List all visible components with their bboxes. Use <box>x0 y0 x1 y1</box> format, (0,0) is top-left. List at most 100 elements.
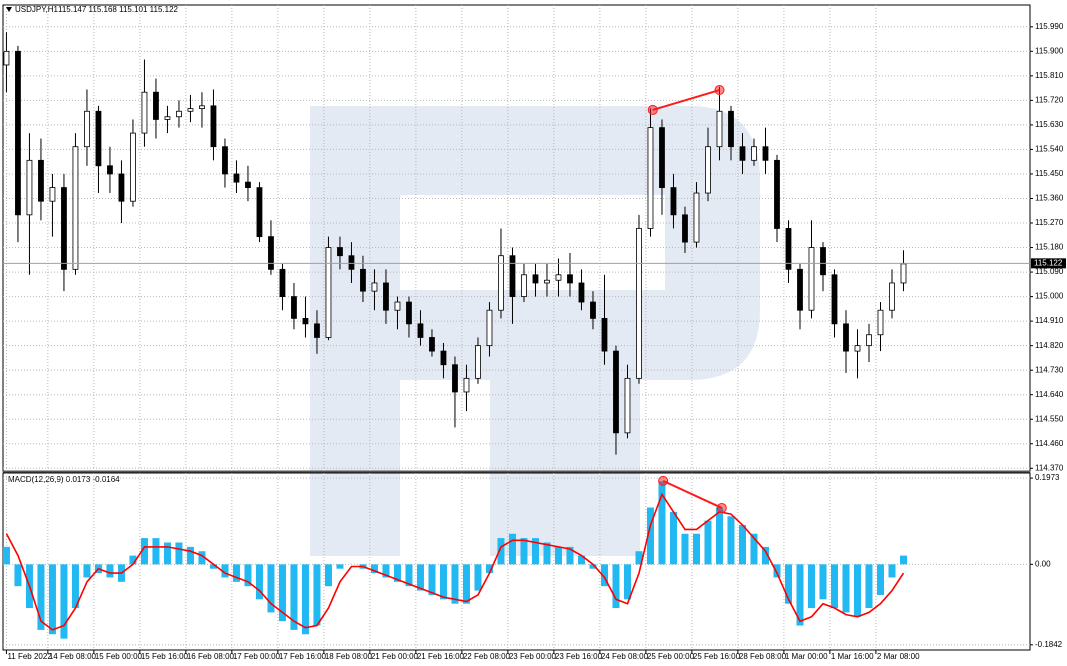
candle-body <box>222 146 228 175</box>
macd-bar <box>290 564 298 630</box>
macd-bar <box>704 520 712 565</box>
ohlc-readout: 115.147 115.168 115.101 115.122 <box>58 5 179 14</box>
macd-bar <box>727 516 735 565</box>
macd-bar <box>508 533 516 565</box>
x-tick-label: 1 Mar 16:00 <box>831 652 874 661</box>
candle-body <box>325 247 332 338</box>
candle-body <box>532 274 539 284</box>
macd-bar <box>313 564 321 626</box>
macd-bar <box>140 538 148 565</box>
macd-bar <box>520 538 528 565</box>
candle-body <box>613 350 619 434</box>
candle-body <box>705 146 711 194</box>
macd-bar <box>554 546 562 565</box>
macd-bar <box>244 564 252 587</box>
candle-body <box>360 268 366 292</box>
candle-body <box>716 110 723 148</box>
x-tick-label: 15 Feb 00:00 <box>95 652 143 661</box>
candle-body <box>693 192 700 243</box>
macd-bar <box>336 564 344 569</box>
macd-bar <box>543 542 551 565</box>
y-tick-label: 115.900 <box>1035 46 1064 55</box>
macd-bar <box>60 564 68 639</box>
macd-bar <box>71 564 79 609</box>
macd-bar <box>324 564 332 587</box>
candle-body <box>383 282 389 311</box>
candle-body <box>141 91 148 134</box>
candle-body <box>762 146 769 161</box>
candle-body <box>521 274 527 297</box>
y-tick-label: -0.1842 <box>1035 640 1063 649</box>
candle-body <box>279 268 286 297</box>
y-tick-label: 115.810 <box>1035 71 1064 80</box>
last-price-label: 115.122 <box>1034 258 1063 267</box>
candle-body <box>302 317 309 325</box>
candle-body <box>452 364 458 393</box>
x-tick-label: 21 Feb 16:00 <box>417 652 465 661</box>
candle-body <box>429 337 435 352</box>
candle-body <box>555 274 562 281</box>
macd-bar <box>209 564 217 569</box>
x-tick-label: 21 Feb 00:00 <box>371 652 419 661</box>
macd-bar <box>842 564 850 613</box>
macd-bar <box>796 564 804 626</box>
candle-body <box>498 255 504 311</box>
x-tick-label: 23 Feb 00:00 <box>509 652 557 661</box>
macd-bar <box>405 564 413 587</box>
y-tick-label: 115.990 <box>1035 22 1064 31</box>
x-tick-label: 16 Feb 08:00 <box>187 652 235 661</box>
candle-body <box>26 159 33 216</box>
candle-body <box>475 345 481 379</box>
x-tick-label: 15 Feb 16:00 <box>141 652 189 661</box>
macd-title: MACD(12,26,9) 0.0173 -0.0164 <box>8 475 120 484</box>
candle-body <box>889 282 895 311</box>
macd-bar <box>221 564 229 578</box>
candle-body <box>866 334 872 347</box>
y-tick-label: 114.460 <box>1035 439 1064 448</box>
x-tick-label: 1 Mar 00:00 <box>785 652 828 661</box>
x-tick-label: 28 Feb 08:00 <box>739 652 787 661</box>
candle-body <box>210 105 217 148</box>
candle-body <box>371 282 378 292</box>
x-tick-label: 11 Feb 2022 <box>7 652 52 661</box>
y-tick-label: 114.550 <box>1035 414 1064 423</box>
y-tick-label: 0.00 <box>1035 559 1051 568</box>
macd-bar <box>301 564 309 635</box>
candle-body <box>84 110 90 148</box>
candle-body <box>233 173 240 183</box>
macd-bar <box>692 533 700 565</box>
macd-bar <box>612 564 620 609</box>
macd-bar <box>48 564 56 635</box>
divergence-line <box>652 89 720 111</box>
candle-body <box>659 127 665 188</box>
macd-bar <box>439 564 447 600</box>
macd-bar <box>784 564 792 604</box>
macd-bar <box>370 564 378 574</box>
candle-body <box>15 50 21 216</box>
candle-body <box>544 279 550 284</box>
macd-bar <box>600 564 608 587</box>
y-tick-label: 115.180 <box>1035 243 1064 252</box>
macd-bar <box>738 525 746 565</box>
candle-body <box>256 187 263 238</box>
macd-bar <box>888 564 896 578</box>
macd-bar <box>853 564 861 617</box>
candle-body <box>578 282 585 303</box>
y-tick-label: 114.910 <box>1035 316 1064 325</box>
candle-body <box>900 263 907 284</box>
candle-body <box>843 323 849 352</box>
x-tick-label: 2 Mar 08:00 <box>877 652 920 661</box>
divergence-line <box>662 479 723 509</box>
divergence-point <box>658 475 669 486</box>
candle-body <box>785 228 792 270</box>
candle-body <box>95 110 102 167</box>
x-tick-label: 17 Feb 16:00 <box>279 652 327 661</box>
candle-body <box>831 274 838 325</box>
macd-bar <box>589 564 597 569</box>
y-tick-label: 115.720 <box>1035 95 1064 104</box>
candle-body <box>176 110 182 118</box>
candle-body <box>72 146 79 270</box>
y-tick-label: 115.540 <box>1035 145 1064 154</box>
macd-bar <box>865 564 873 609</box>
